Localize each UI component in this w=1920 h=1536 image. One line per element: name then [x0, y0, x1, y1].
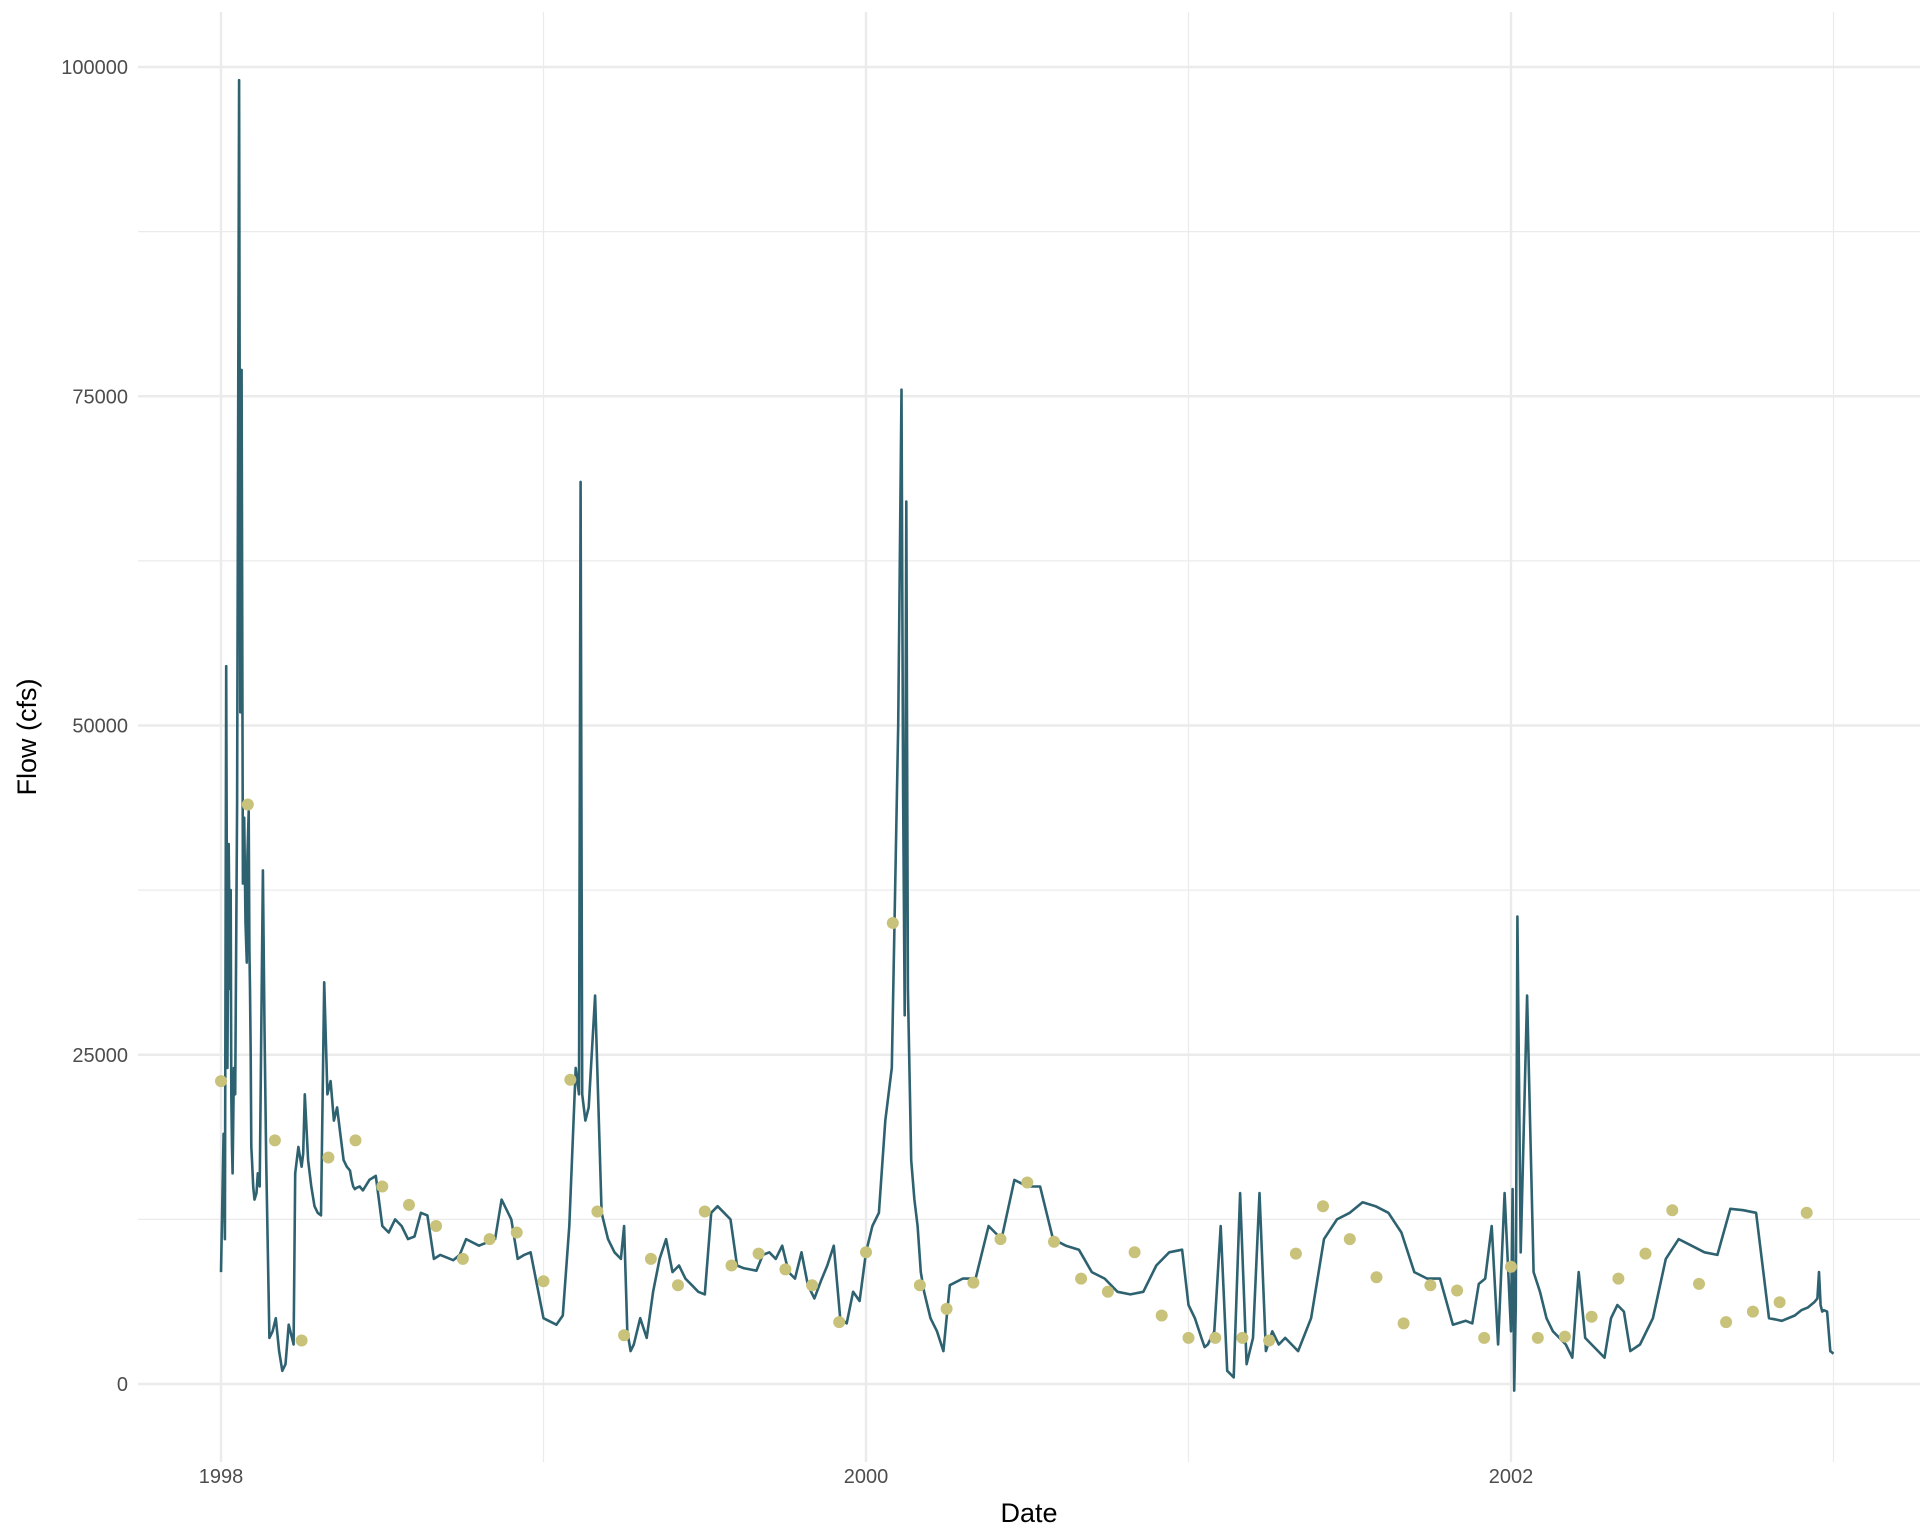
- monthly-point: [618, 1329, 631, 1342]
- monthly-point: [886, 917, 899, 929]
- monthly-point: [1746, 1305, 1759, 1318]
- monthly-point: [725, 1259, 738, 1272]
- monthly-point: [1075, 1272, 1088, 1285]
- monthly-point: [430, 1220, 443, 1232]
- monthly-point: [644, 1252, 657, 1265]
- monthly-point: [994, 1233, 1007, 1246]
- monthly-point: [295, 1334, 308, 1347]
- monthly-point: [376, 1180, 389, 1193]
- monthly-point: [913, 1279, 926, 1292]
- monthly-point: [268, 1134, 281, 1147]
- monthly-point: [1693, 1277, 1705, 1290]
- y-tick-label: 25000: [72, 1045, 128, 1067]
- monthly-point: [806, 1279, 819, 1292]
- monthly-point: [1585, 1310, 1598, 1323]
- grid-lines: [138, 12, 1920, 1462]
- monthly-point: [1101, 1285, 1114, 1298]
- monthly-point: [591, 1205, 604, 1218]
- monthly-point: [349, 1134, 362, 1147]
- monthly-point: [322, 1151, 335, 1164]
- monthly-point: [940, 1302, 953, 1315]
- monthly-point: [1612, 1272, 1625, 1285]
- x-tick-label: 2000: [844, 1466, 889, 1488]
- monthly-point: [1505, 1260, 1517, 1273]
- monthly-point: [1263, 1334, 1276, 1347]
- monthly-point: [564, 1073, 577, 1086]
- monthly-point: [483, 1233, 496, 1246]
- monthly-point: [698, 1205, 711, 1218]
- monthly-point: [1236, 1331, 1249, 1344]
- monthly-point: [1800, 1206, 1813, 1219]
- monthly-point: [1021, 1176, 1034, 1189]
- monthly-point: [1773, 1296, 1786, 1309]
- monthly-point: [1370, 1271, 1383, 1284]
- monthly-point: [1209, 1331, 1222, 1344]
- monthly-point: [779, 1263, 792, 1276]
- monthly-point: [1639, 1247, 1652, 1260]
- monthly-point: [1128, 1246, 1141, 1259]
- monthly-point: [672, 1279, 684, 1292]
- point-series-layer: [215, 798, 1813, 1347]
- x-tick-label: 1998: [199, 1466, 244, 1488]
- y-tick-labels: 0 25000 50000 75000 100000: [61, 57, 128, 1396]
- monthly-point: [1182, 1331, 1195, 1344]
- monthly-point: [1397, 1317, 1410, 1330]
- x-tick-label: 2002: [1489, 1466, 1534, 1488]
- line-series-layer: [219, 78, 1835, 1392]
- monthly-point: [1048, 1235, 1060, 1248]
- monthly-point: [1478, 1331, 1491, 1344]
- monthly-point: [967, 1276, 980, 1289]
- monthly-point: [1317, 1200, 1329, 1213]
- monthly-point: [215, 1075, 227, 1088]
- monthly-point: [1720, 1316, 1733, 1329]
- monthly-point: [1343, 1233, 1356, 1246]
- y-tick-label: 50000: [72, 716, 128, 738]
- monthly-point: [510, 1226, 523, 1239]
- monthly-point: [833, 1316, 846, 1329]
- flow-series-line: [219, 78, 1835, 1392]
- monthly-point: [241, 798, 254, 811]
- monthly-point: [1289, 1247, 1302, 1260]
- monthly-point: [403, 1198, 415, 1211]
- monthly-point: [537, 1275, 550, 1288]
- monthly-point: [1558, 1330, 1571, 1343]
- y-axis-title: Flow (cfs): [12, 679, 42, 796]
- x-tick-labels: 1998 2000 2002: [199, 1466, 1534, 1488]
- monthly-point: [752, 1247, 765, 1260]
- y-tick-label: 0: [117, 1374, 128, 1396]
- monthly-point: [1531, 1331, 1544, 1344]
- x-axis-title: Date: [1000, 1498, 1057, 1528]
- monthly-point: [1155, 1309, 1168, 1322]
- monthly-point: [1424, 1279, 1437, 1292]
- y-tick-label: 75000: [72, 386, 128, 408]
- monthly-point: [860, 1246, 872, 1259]
- monthly-point: [456, 1252, 469, 1265]
- y-tick-label: 100000: [61, 57, 128, 79]
- monthly-point: [1666, 1204, 1679, 1217]
- monthly-point: [1451, 1284, 1464, 1297]
